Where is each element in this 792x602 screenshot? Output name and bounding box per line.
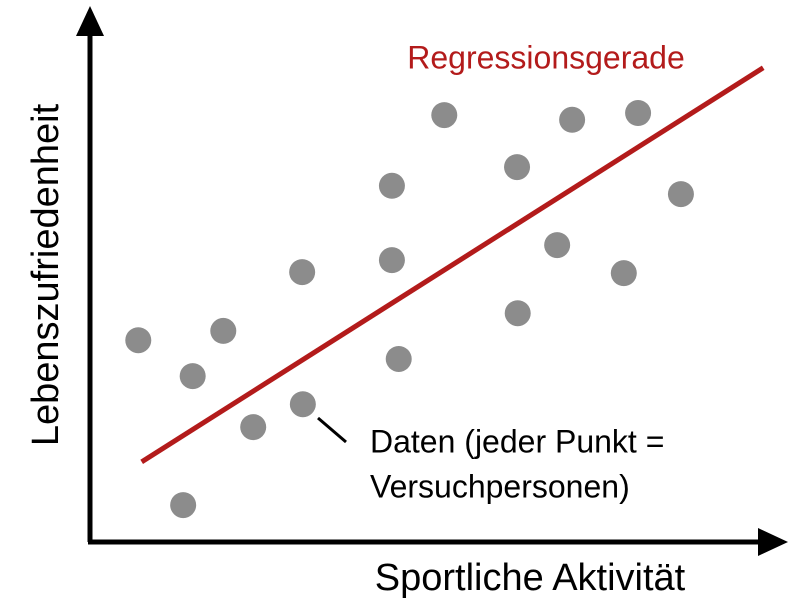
data-point (210, 317, 237, 344)
regression-line (140, 65, 765, 465)
data-point (289, 391, 316, 418)
y-axis-arrow (76, 6, 104, 36)
y-axis-label: Lebenszufriedenheit (25, 103, 67, 446)
data-point (667, 181, 694, 208)
annotation: Versuchpersonen) (370, 468, 630, 504)
data-point (544, 232, 571, 259)
x-axis-arrow (758, 528, 788, 556)
data-point (378, 172, 405, 199)
data-point (559, 106, 586, 133)
data-point (378, 247, 405, 274)
data-point (289, 259, 316, 286)
data-point (125, 327, 152, 354)
data-point (170, 492, 197, 519)
data-point (625, 100, 652, 126)
data-point (385, 345, 412, 372)
annotation: Daten (jeder Punkt = (370, 423, 664, 459)
data-point (240, 414, 267, 441)
data-point (179, 363, 206, 390)
leader-line (317, 416, 347, 444)
data-point (504, 300, 531, 327)
data-point (504, 154, 531, 181)
x-axis-label: Sportliche Aktivität (375, 557, 686, 599)
regression-label: Regressionsgerade (407, 39, 685, 75)
data-point (610, 260, 637, 287)
data-point (431, 102, 458, 129)
